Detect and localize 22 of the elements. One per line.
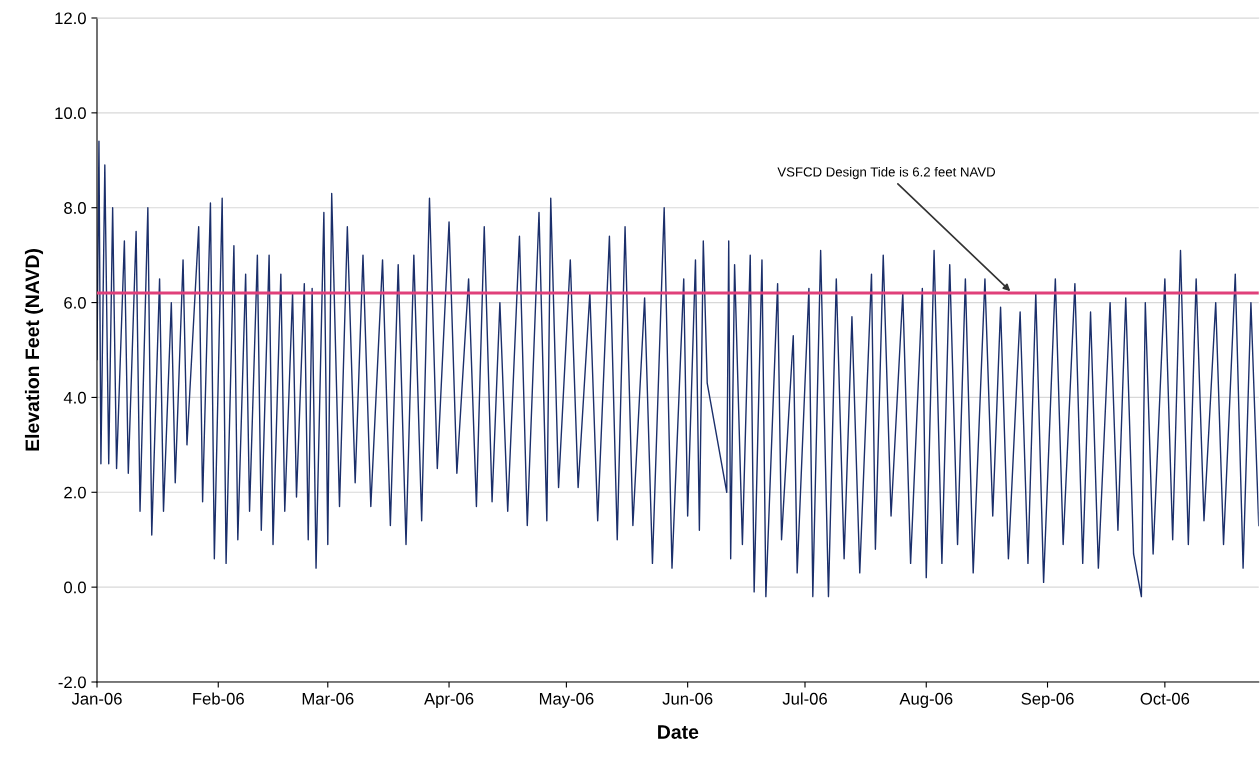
y-tick-label: 0.0 — [64, 581, 86, 594]
y-tick-label: 6.0 — [64, 296, 86, 309]
line-series — [97, 140, 1259, 598]
x-tick-label: Aug-06 — [899, 692, 953, 708]
x-tick-label: Jan-06 — [71, 692, 122, 705]
x-axis-title: Date — [658, 725, 699, 739]
x-tick-label: Sep-06 — [1021, 692, 1074, 708]
y-tick-label: 4.0 — [63, 391, 86, 404]
x-tick-label: Mar-06 — [302, 692, 354, 705]
x-tick-label: Jul-06 — [782, 692, 827, 705]
y-tick-label: 12.0 — [55, 12, 86, 25]
x-tick-label: Feb-06 — [193, 692, 244, 705]
x-tick-label: May-06 — [539, 692, 594, 708]
x-tick-label: Jun-06 — [662, 692, 713, 705]
x-tick-label: Oct-06 — [1140, 692, 1190, 705]
y-tick-label: 8.0 — [64, 202, 86, 214]
y-axis-title: Elevation Feet (NAVD) — [24, 249, 44, 451]
y-tick-label: -2.0 — [58, 676, 86, 689]
x-tick-label: Apr-06 — [424, 692, 474, 708]
y-tick-label: 10.0 — [55, 107, 86, 120]
annotation: VSFCD Design Tide is 6.2 feet NAVD — [777, 166, 996, 180]
y-tick-label: 2.0 — [64, 486, 86, 499]
